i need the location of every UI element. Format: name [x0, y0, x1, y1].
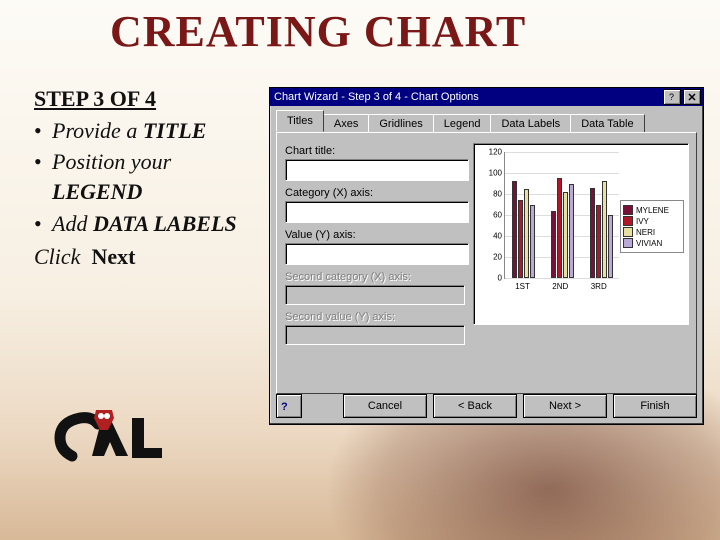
bar — [569, 184, 574, 279]
bar-group — [551, 178, 574, 278]
bar — [608, 215, 613, 278]
help-icon: ? — [280, 399, 298, 413]
tab-data-table[interactable]: Data Table — [570, 114, 644, 133]
back-button[interactable]: < Back — [433, 394, 517, 418]
label-chart-title: Chart title: — [285, 145, 463, 157]
svg-text:?: ? — [281, 401, 288, 413]
legend-label: VIVIAN — [636, 239, 662, 248]
input-y2-axis — [285, 325, 465, 345]
chart-legend: MYLENE IVY NERI VIVIAN — [620, 200, 684, 253]
step-line: STEP 3 OF 4 — [34, 84, 244, 114]
titlebar-text: Chart Wizard - Step 3 of 4 - Chart Optio… — [274, 88, 661, 106]
bar — [551, 211, 556, 278]
bar — [557, 178, 562, 278]
click-next-line: Click Next — [34, 242, 244, 272]
y-tick: 20 — [484, 253, 502, 262]
legend-label: MYLENE — [636, 206, 669, 215]
y-tick: 60 — [484, 211, 502, 220]
titlebar: Chart Wizard - Step 3 of 4 - Chart Optio… — [270, 88, 703, 106]
svg-text:?: ? — [669, 92, 674, 102]
legend-swatch — [623, 205, 633, 215]
titlebar-help-button[interactable]: ? — [663, 89, 681, 105]
slide-title: CREATING CHART — [110, 6, 526, 57]
help-button[interactable]: ? — [276, 394, 302, 418]
input-y-axis[interactable] — [285, 243, 469, 265]
tab-strip: Titles Axes Gridlines Legend Data Labels… — [276, 112, 697, 132]
y-tick: 40 — [484, 232, 502, 241]
tab-panel: Chart title: Category (X) axis: Value (Y… — [276, 132, 697, 394]
finish-button[interactable]: Finish — [613, 394, 697, 418]
list-item: Provide a TITLE — [34, 116, 244, 146]
label-x-axis: Category (X) axis: — [285, 187, 463, 199]
bar — [530, 205, 535, 279]
legend-item: NERI — [623, 227, 681, 237]
y-tick: 120 — [484, 148, 502, 157]
close-icon[interactable] — [683, 89, 701, 105]
bullet-list: Provide a TITLE Position your LEGEND Add… — [34, 116, 244, 239]
bar-group — [512, 181, 535, 278]
legend-swatch — [623, 238, 633, 248]
label-x2-axis: Second category (X) axis: — [285, 271, 463, 283]
legend-label: NERI — [636, 228, 655, 237]
bar — [602, 181, 607, 278]
tab-legend[interactable]: Legend — [433, 114, 492, 133]
bar — [518, 200, 523, 278]
label-y-axis: Value (Y) axis: — [285, 229, 463, 241]
y-tick: 100 — [484, 169, 502, 178]
logo — [54, 404, 174, 474]
legend-item: VIVIAN — [623, 238, 681, 248]
list-item: Add DATA LABELS — [34, 209, 244, 239]
button-row: ? Cancel < Back Next > Finish — [276, 394, 697, 418]
chart-plot — [504, 152, 619, 279]
bar — [590, 188, 595, 278]
label-y2-axis: Second value (Y) axis: — [285, 311, 463, 323]
x-label: 2ND — [552, 282, 568, 291]
bar — [596, 205, 601, 279]
tab-titles[interactable]: Titles — [276, 110, 324, 132]
tab-axes[interactable]: Axes — [323, 114, 369, 133]
tab-gridlines[interactable]: Gridlines — [368, 114, 433, 133]
chart-wizard-dialog: Chart Wizard - Step 3 of 4 - Chart Optio… — [269, 87, 704, 425]
legend-item: IVY — [623, 216, 681, 226]
y-tick: 80 — [484, 190, 502, 199]
tab-data-labels[interactable]: Data Labels — [490, 114, 571, 133]
bar-group — [590, 181, 613, 278]
legend-item: MYLENE — [623, 205, 681, 215]
legend-swatch — [623, 227, 633, 237]
input-x2-axis — [285, 285, 465, 305]
cancel-button[interactable]: Cancel — [343, 394, 427, 418]
form-column: Chart title: Category (X) axis: Value (Y… — [285, 139, 463, 345]
legend-label: IVY — [636, 217, 649, 226]
list-item: Position your LEGEND — [34, 147, 244, 206]
input-x-axis[interactable] — [285, 201, 469, 223]
bar — [524, 189, 529, 278]
x-label: 1ST — [515, 282, 530, 291]
next-button[interactable]: Next > — [523, 394, 607, 418]
bar — [512, 181, 517, 278]
chart-area: 0 20 40 60 80 100 120 1ST 2ND 3RD — [480, 150, 620, 300]
input-chart-title[interactable] — [285, 159, 469, 181]
chart-preview: 0 20 40 60 80 100 120 1ST 2ND 3RD MYLENE IVY NERI V… — [473, 143, 689, 325]
x-labels: 1ST 2ND 3RD — [504, 282, 618, 291]
y-tick: 0 — [484, 274, 502, 283]
bar — [563, 192, 568, 278]
legend-swatch — [623, 216, 633, 226]
slide-instructions: STEP 3 OF 4 Provide a TITLE Position you… — [34, 84, 244, 272]
x-label: 3RD — [591, 282, 607, 291]
